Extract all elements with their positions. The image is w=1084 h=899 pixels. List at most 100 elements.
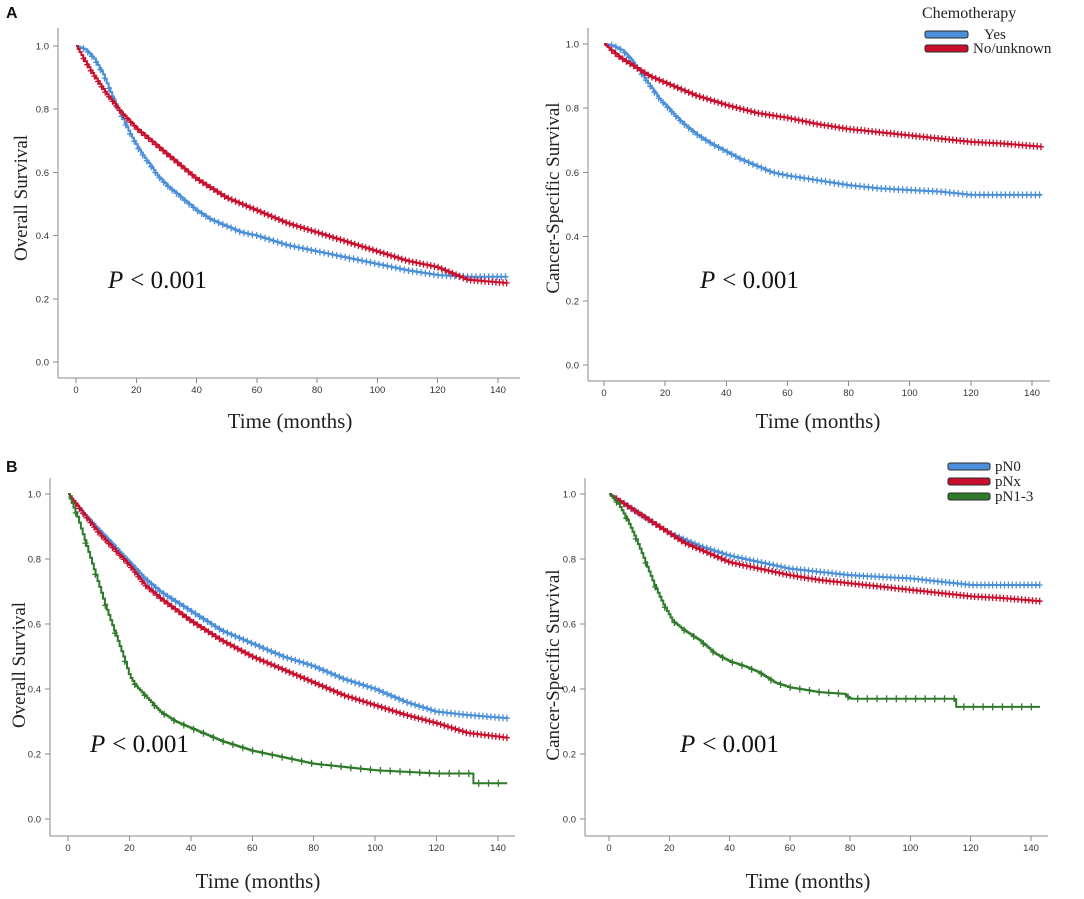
x-tick-label: 140 (1023, 843, 1039, 854)
y-tick-label: 0.8 (28, 555, 41, 566)
y-tick-label: 0.0 (28, 815, 41, 826)
y-tick-label: 0.6 (563, 620, 576, 631)
x-tick-label: 20 (131, 385, 142, 396)
x-tick-label: 120 (430, 385, 446, 396)
km-chart-3: 0.0 0.2 0.4 0.6 0.8 1.0 0 20 40 60 80 100 120 140 Over… (9, 478, 515, 893)
y-tick-label: 0.0 (566, 361, 579, 372)
km-curve-yes (604, 43, 1042, 196)
x-tick-label: 120 (963, 843, 979, 854)
y-tick-label: 1.0 (36, 42, 49, 53)
x-axis-title: Time (months) (196, 869, 321, 893)
x-tick-label: 0 (73, 385, 78, 396)
censor-marks-pnx (72, 500, 510, 742)
y-tick-label: 0.8 (563, 555, 576, 566)
y-tick-label: 0.8 (566, 104, 579, 115)
y-tick-label: 0.6 (36, 168, 49, 179)
censor-marks-yes (80, 45, 509, 281)
x-axis-title: Time (months) (228, 409, 353, 433)
p-value: < 0.001 (130, 267, 207, 294)
y-tick-label: 0.6 (28, 620, 41, 631)
x-tick-label: 20 (664, 843, 675, 854)
km-chart-4: 0.0 0.2 0.4 0.6 0.8 1.0 0 20 40 60 80 100 120 140 Canc… (543, 478, 1048, 893)
x-tick-label: 40 (191, 385, 202, 396)
p-value-annotation: P < 0.001 (699, 267, 799, 294)
censor-marks-yes (608, 41, 1043, 199)
y-tick-label: 0.4 (28, 685, 41, 696)
panel-label-b: B (6, 459, 18, 476)
km-chart-2: 0.0 0.2 0.4 0.6 0.8 1.0 0 20 40 60 80 100 120 140 Canc… (543, 28, 1050, 433)
p-value-annotation: P < 0.001 (89, 731, 189, 758)
y-tick-label: 0.4 (563, 685, 576, 696)
km-curve-pnx (68, 493, 509, 739)
x-tick-label: 140 (1024, 388, 1040, 399)
x-tick-label: 100 (367, 843, 383, 854)
x-tick-label: 0 (606, 843, 611, 854)
x-tick-label: 60 (252, 385, 263, 396)
x-tick-label: 0 (601, 388, 606, 399)
y-tick-label: 0.2 (36, 294, 49, 305)
y-tick-label: 0.6 (566, 168, 579, 179)
legend-label-pnx: pNx (995, 474, 1021, 490)
x-tick-label: 20 (124, 843, 135, 854)
x-tick-label: 100 (369, 385, 385, 396)
survival-charts: 0.0 0.2 0.4 0.6 0.8 1.0 0 20 40 60 80 100 120 140 Over… (9, 28, 1050, 893)
km-chart-1: 0.0 0.2 0.4 0.6 0.8 1.0 0 20 40 60 80 100 120 140 Over… (11, 28, 520, 433)
y-tick-label: 0.2 (566, 296, 579, 307)
censor-marks-no-unknown (608, 46, 1044, 151)
km-curve-no-unknown (76, 45, 508, 284)
x-tick-label: 100 (902, 388, 918, 399)
p-value: < 0.001 (112, 731, 189, 758)
y-tick-label: 0.0 (36, 358, 49, 369)
y-axis-title: Cancer-Specific Survival (543, 569, 564, 760)
y-tick-label: 0.2 (28, 750, 41, 761)
x-tick-label: 80 (312, 385, 323, 396)
p-symbol: P (699, 267, 715, 294)
x-tick-label: 80 (308, 843, 319, 854)
p-value: < 0.001 (702, 731, 779, 758)
y-tick-label: 1.0 (566, 40, 579, 51)
x-tick-label: 120 (963, 388, 979, 399)
p-value-annotation: P < 0.001 (107, 267, 207, 294)
legend-swatch-pn0 (947, 462, 991, 471)
x-tick-label: 20 (660, 388, 671, 399)
legend-label-pn1-3: pN1-3 (995, 489, 1033, 505)
p-symbol: P (679, 731, 695, 758)
y-tick-label: 0.4 (36, 231, 49, 242)
y-axis-title: Overall Survival (11, 135, 32, 261)
censor-marks-pn1-3 (72, 509, 502, 787)
censor-marks-pn1-3 (613, 498, 1035, 711)
x-tick-label: 40 (724, 843, 735, 854)
censor-marks-no-unknown (80, 55, 510, 287)
legend-title: Chemotherapy (922, 5, 1016, 22)
x-tick-label: 60 (785, 843, 796, 854)
legend-label-yes: Yes (984, 27, 1006, 43)
y-tick-label: 1.0 (28, 490, 41, 501)
y-tick-label: 0.2 (563, 750, 576, 761)
y-tick-label: 0.8 (36, 105, 49, 116)
x-tick-label: 80 (845, 843, 856, 854)
x-tick-label: 80 (843, 388, 854, 399)
legend-label-pn0: pN0 (995, 459, 1021, 475)
p-value: < 0.001 (722, 267, 799, 294)
p-value-annotation: P < 0.001 (679, 731, 779, 758)
legend-pn-stage: pN0 pNx pN1-3 (947, 459, 1033, 505)
legend-chemotherapy: Chemotherapy Yes No/unknown (922, 5, 1052, 57)
x-tick-label: 40 (186, 843, 197, 854)
x-tick-label: 60 (247, 843, 258, 854)
x-tick-label: 140 (490, 843, 506, 854)
y-tick-label: 0.0 (563, 815, 576, 826)
y-tick-label: 0.4 (566, 232, 579, 243)
x-tick-label: 60 (782, 388, 793, 399)
legend-label-no-unknown: No/unknown (973, 41, 1052, 57)
km-curve-yes (76, 45, 507, 278)
x-tick-label: 120 (429, 843, 445, 854)
x-tick-label: 100 (902, 843, 918, 854)
x-tick-label: 140 (490, 385, 506, 396)
p-symbol: P (107, 267, 123, 294)
x-tick-label: 0 (65, 843, 70, 854)
p-symbol: P (89, 731, 105, 758)
legend-swatch-pnx (947, 477, 991, 486)
legend-swatch-no-unknown (924, 44, 969, 53)
x-axis-title: Time (months) (746, 869, 871, 893)
